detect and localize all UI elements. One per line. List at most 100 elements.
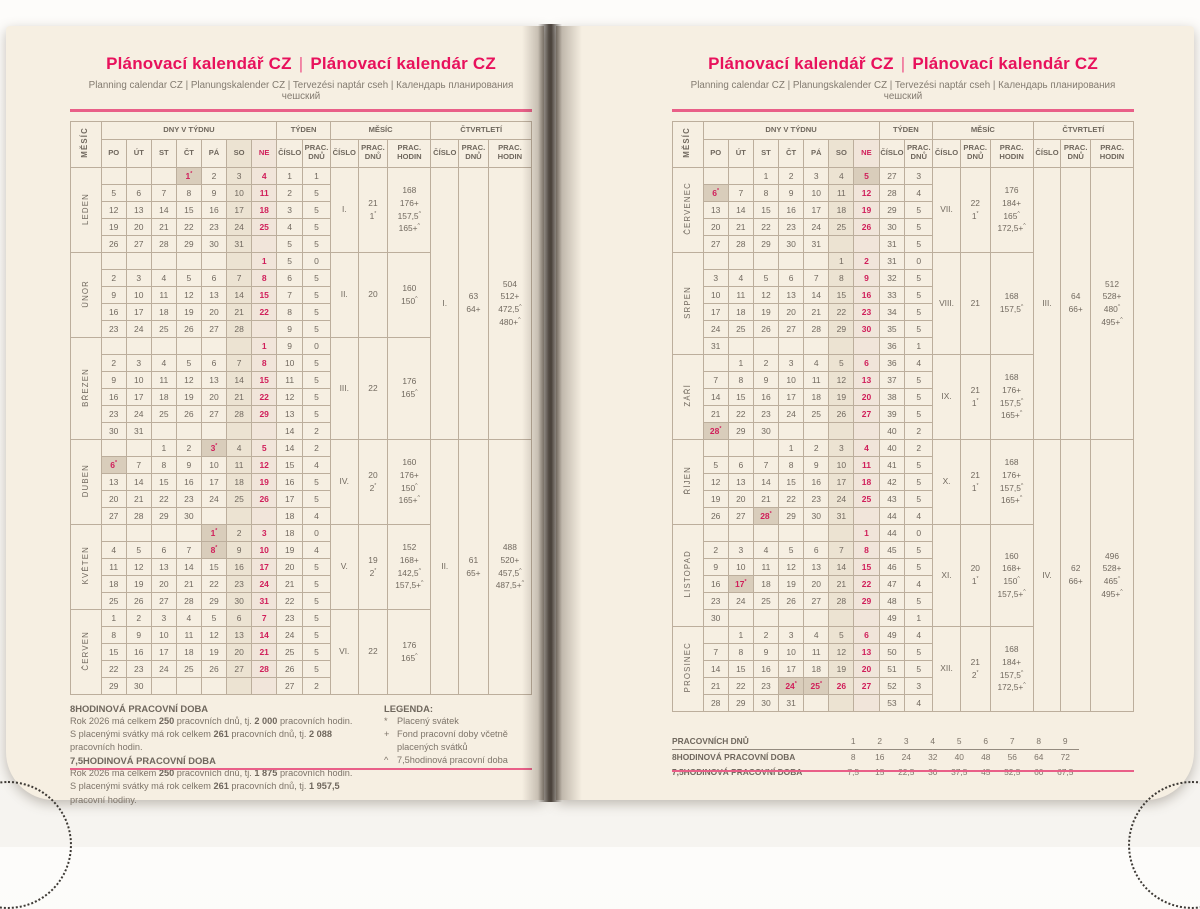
week-number-cell: 23 <box>276 608 304 627</box>
day-cell: 24 <box>226 217 253 236</box>
month-name-cell: ČERVENEC <box>672 166 704 253</box>
day-cell <box>778 336 805 355</box>
day-cell: 24 <box>150 659 177 678</box>
day-cell: 7 <box>702 370 729 389</box>
day-cell: 12 <box>175 285 202 304</box>
week-row: 2 3 4 5 6 7 8 45 5 <box>673 540 1134 559</box>
week-workdays-cell: 5 <box>904 472 934 491</box>
day-cell: 11 <box>853 455 880 474</box>
working-time-block-title: 7,5HODINOVÁ PRACOVNÍ DOBA <box>70 755 216 767</box>
week-group-header: TÝDEN <box>276 120 331 140</box>
note-segment: pracovních hodin. <box>277 768 353 779</box>
conversion-value: 48 <box>981 752 991 762</box>
day-cell: 2 <box>200 166 228 185</box>
quarter-number-header: ČÍSLO <box>1032 138 1062 168</box>
week-number-cell: 41 <box>878 455 906 474</box>
week-row: 11 12 13 14 15 16 17 20 5 <box>71 557 532 576</box>
day-cell: 9 <box>100 285 127 304</box>
week-number-cell: 29 <box>878 200 906 219</box>
week-workdays-cell: 5 <box>302 268 331 287</box>
day-cell: 12 <box>752 285 780 304</box>
value-line: 21 <box>970 656 980 667</box>
week-row: 23 24 25 26 27 28 29 13 5 <box>71 404 532 423</box>
week-number-cell: 21 <box>276 574 304 593</box>
note-segment: 250 <box>158 715 175 726</box>
week-number-cell: 12 <box>276 387 304 406</box>
day-cell <box>150 523 177 542</box>
conversion-row-label: 7,5HODINOVÁ PRACOVNÍ DOBA <box>672 767 803 777</box>
day-cell: 11 <box>150 370 177 389</box>
value-line: 457,5^ <box>498 567 522 578</box>
day-cell: 21 <box>226 387 253 406</box>
legend-item: + Fond pracovní doby včetně placených svá… <box>384 728 532 754</box>
day-cell: 22 <box>752 217 780 236</box>
day-cell: 7 <box>226 268 253 287</box>
page-title-cz: Plánovací kalendář CZ <box>106 54 292 73</box>
conversion-value: 24 <box>901 752 911 762</box>
day-cell: 27 <box>226 659 253 678</box>
day-cell <box>175 523 202 542</box>
value-line: 512+ <box>500 291 520 302</box>
day-cell: 26 <box>175 404 202 423</box>
day-cell: 10 <box>803 183 830 202</box>
day-cell <box>853 336 880 355</box>
week-workdays-cell: 4 <box>904 506 934 525</box>
week-workdays-cell: 2 <box>904 421 934 440</box>
note-segment: S placenými svátky má rok celkem <box>70 781 214 792</box>
table-header-group-row: MĚSÍC DNY V TÝDNU TÝDEN MĚSÍC ČTVRTLETÍ <box>672 120 1135 168</box>
month-number-cell: V. <box>329 523 359 610</box>
day-cell: 2 <box>778 166 805 185</box>
day-cell <box>150 166 177 185</box>
day-cell: 7 <box>175 540 202 559</box>
day-cell <box>853 693 880 712</box>
week-workdays-cell: 5 <box>904 659 934 678</box>
day-cell: 19 <box>175 387 202 406</box>
note-segment: pracovních hodin. <box>70 741 143 752</box>
day-cell: 21 <box>125 489 152 508</box>
day-cell: 13 <box>200 370 228 389</box>
value-line: 520+ <box>500 554 520 565</box>
day-cell: 27 <box>727 506 754 525</box>
week-workdays-cell: 5 <box>904 489 934 508</box>
month-workhours-cell: 152 168+ 142,5^ 157,5+^ <box>387 523 432 610</box>
day-cell: 15 <box>778 472 805 491</box>
day-cell: 5 <box>175 268 202 287</box>
footer-left-container: 8HODINOVÁ PRACOVNÍ DOBA Rok 2026 má celke… <box>70 702 532 807</box>
value-line: 487,5+^ <box>495 580 525 591</box>
day-cell: 24* <box>778 676 805 695</box>
week-number-cell: 53 <box>878 693 906 712</box>
week-row: 12 13 14 15 16 17 18 3 5 <box>71 200 532 219</box>
day-cell: 10 <box>828 455 855 474</box>
value-line: 157,5^ <box>999 304 1024 314</box>
day-cell: 22 <box>251 387 278 406</box>
day-cell: 8 <box>150 455 177 474</box>
month-name-label: LISTOPAD <box>683 550 693 598</box>
week-workdays-cell: 5 <box>302 353 331 372</box>
day-cell: 20 <box>125 217 152 236</box>
week-workdays-cell: 0 <box>302 336 331 355</box>
week-workdays-cell: 0 <box>302 523 331 542</box>
table-header-columns-row: PO ÚT ST ČT PÁ SO NE ČÍSLO PRAC. DNŮ ČÍSLO PRAC. D… <box>71 138 533 168</box>
day-cell: 26 <box>828 676 855 695</box>
week-row: 30 31 14 2 <box>71 421 532 440</box>
day-cell <box>727 438 754 457</box>
day-cell: 27 <box>803 591 830 610</box>
value-line: 150^ <box>401 295 418 306</box>
day-cell: 22 <box>778 489 805 508</box>
day-cell <box>100 166 127 185</box>
day-cell: 19 <box>828 659 855 678</box>
value-line: 2* <box>369 482 377 493</box>
value-line: 184+ <box>1002 197 1022 208</box>
day-cell: 31 <box>251 591 278 610</box>
day-cell: 1 <box>150 438 177 457</box>
day-header-po: PO <box>100 138 127 168</box>
page-title: Plánovací kalendář CZ | Plánovací kalendár… <box>672 54 1134 74</box>
day-cell: 15 <box>251 370 278 389</box>
week-number-cell: 37 <box>878 370 906 389</box>
day-cell: 5 <box>125 540 152 559</box>
week-number-cell: 49 <box>878 625 906 644</box>
week-workdays-cell: 2 <box>302 676 331 695</box>
day-cell: 8 <box>251 268 278 287</box>
month-workhours-cell: 168 184+ 157,5^ 172,5+^ <box>989 625 1034 712</box>
week-row: 16 17 18 19 20 21 22 12 5 <box>71 387 532 406</box>
